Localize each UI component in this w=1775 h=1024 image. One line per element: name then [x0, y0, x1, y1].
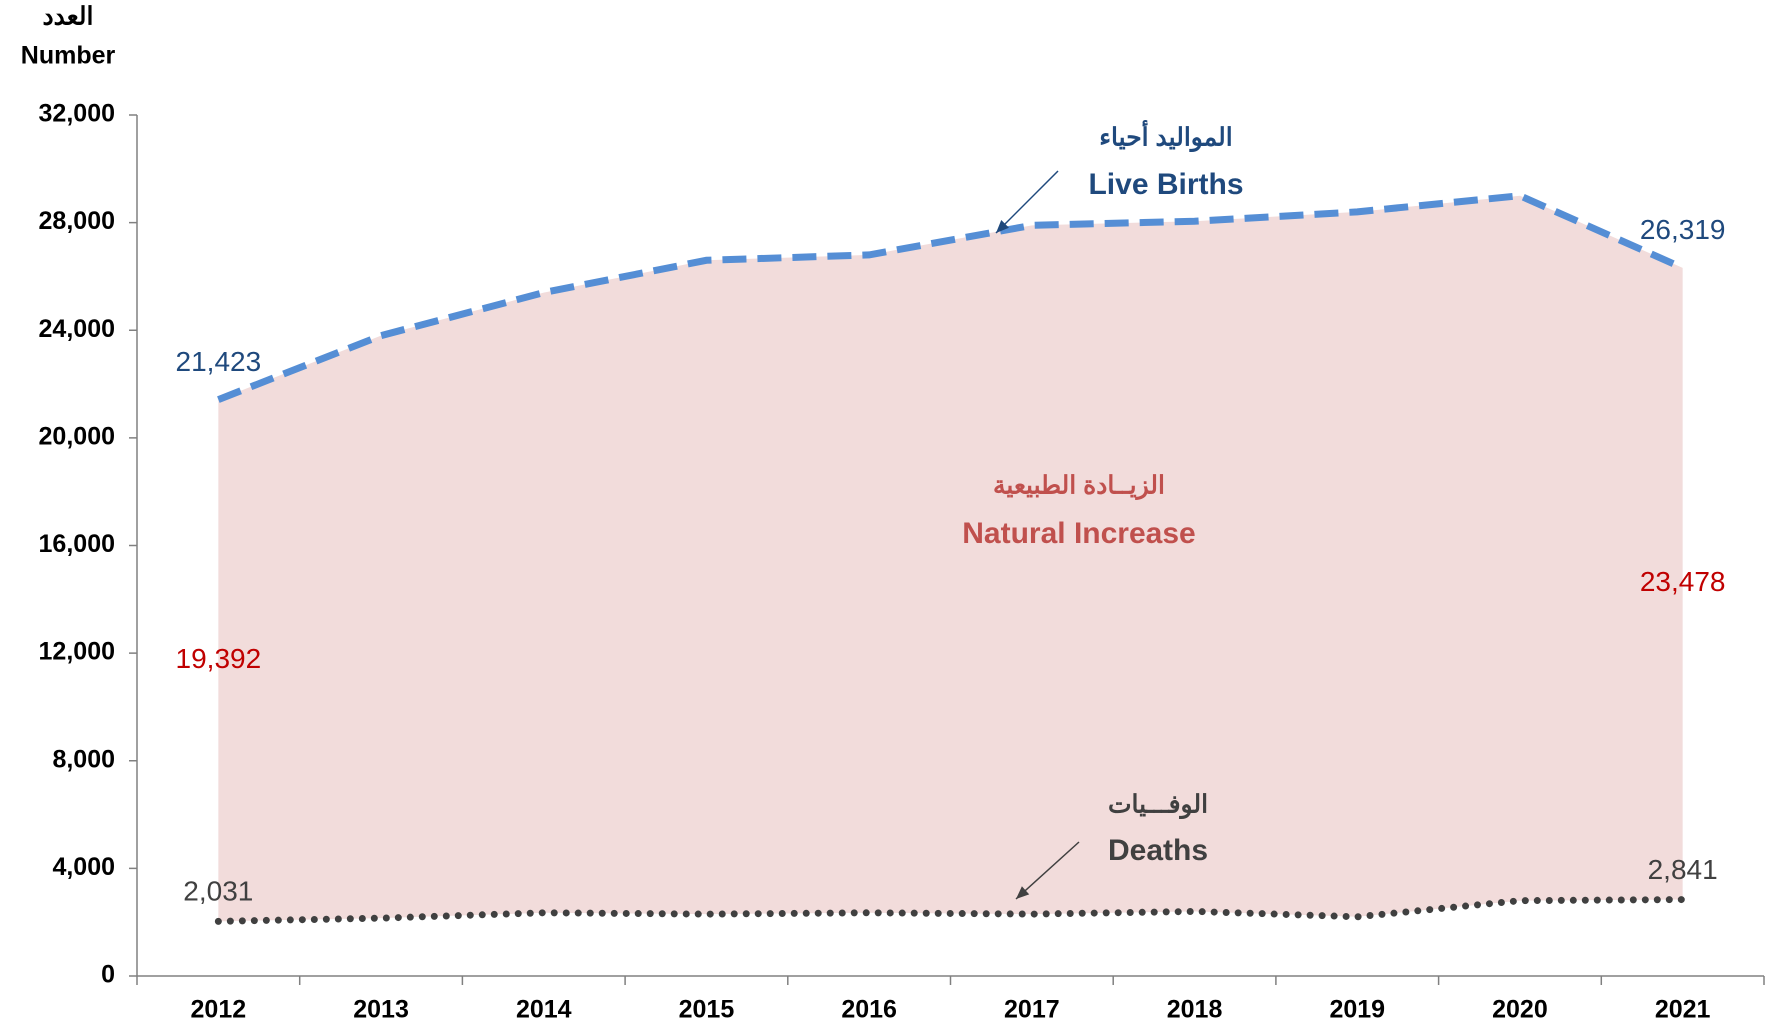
data-label: 23,478	[1640, 566, 1726, 597]
data-label: 2,031	[183, 876, 253, 907]
line-series	[214, 896, 1687, 925]
y-tick-label: 20,000	[39, 422, 115, 450]
y-tick-label: 8,000	[52, 745, 115, 773]
x-tick-label: 2016	[841, 996, 897, 1024]
natural-increase-area	[218, 195, 1683, 922]
series-name: Deaths	[1108, 834, 1208, 867]
x-tick-label: 2013	[353, 996, 409, 1024]
series-name: Natural Increase	[962, 517, 1195, 550]
y-tick-label: 24,000	[39, 315, 115, 343]
series-name: Live Births	[1088, 168, 1243, 201]
y-tick-label: 16,000	[39, 530, 115, 558]
x-tick-label: 2014	[516, 996, 572, 1024]
y-tick-label: 32,000	[39, 100, 115, 128]
y-axis-label: Number	[21, 42, 116, 70]
y-tick-label: 4,000	[52, 853, 115, 881]
line-series	[217, 192, 1685, 403]
data-label: 19,392	[176, 643, 262, 674]
data-label: 2,841	[1648, 854, 1718, 885]
x-tick-label: 2019	[1329, 996, 1385, 1024]
y-tick-label: 0	[101, 961, 115, 989]
x-tick-label: 2020	[1492, 996, 1548, 1024]
data-label: 21,423	[176, 346, 262, 377]
x-tick-label: 2015	[679, 996, 735, 1024]
x-tick-label: 2021	[1655, 996, 1711, 1024]
y-axis-label-ar: العدد	[43, 3, 94, 31]
y-tick-label: 28,000	[39, 207, 115, 235]
x-tick-label: 2017	[1004, 996, 1060, 1024]
x-tick-label: 2018	[1167, 996, 1223, 1024]
annotation-arrow	[995, 170, 1059, 234]
series-name-ar: المواليد أحياء	[1099, 119, 1232, 153]
y-tick-label: 12,000	[39, 638, 115, 666]
x-tick-label: 2012	[191, 996, 247, 1024]
annotation-arrowhead	[1016, 886, 1030, 899]
series-name-ar: الوفـــيات	[1108, 791, 1208, 820]
data-label: 26,319	[1640, 214, 1726, 245]
series-name-ar: الزيــادة الطبيعية	[993, 472, 1165, 501]
annotation-arrowhead	[996, 220, 1009, 233]
annotation-arrow	[1015, 841, 1080, 900]
